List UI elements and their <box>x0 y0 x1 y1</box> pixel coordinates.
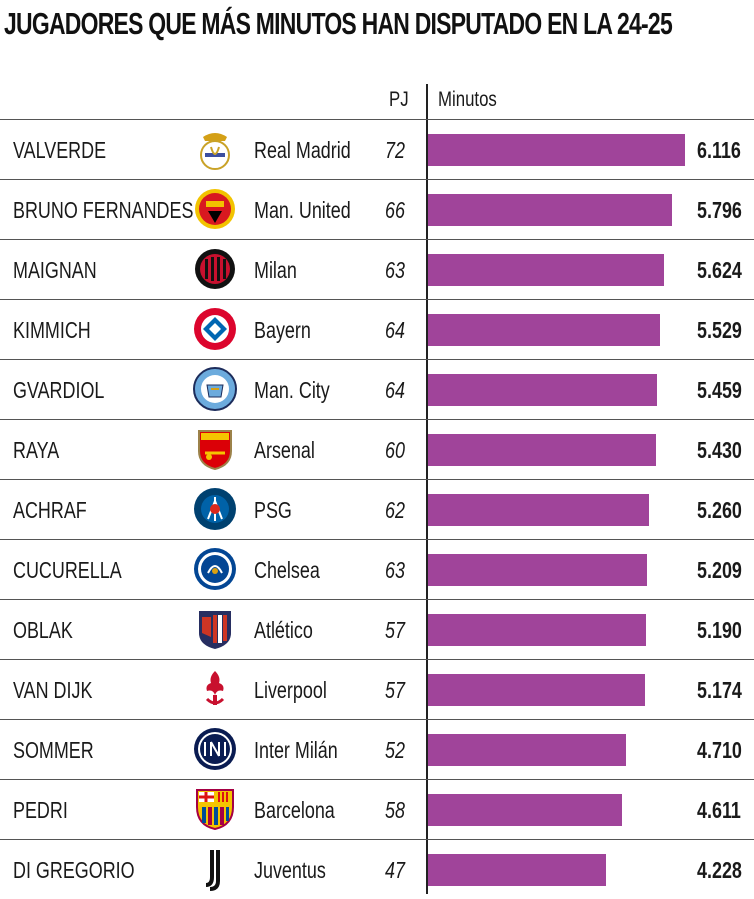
arsenal-crest-icon <box>192 426 238 472</box>
table-row: ACHRAF PSG 62 5.260 <box>0 479 754 539</box>
minutes-bar <box>428 734 626 766</box>
liverpool-crest-icon <box>192 666 238 712</box>
minutes-value-label: 5.796 <box>697 197 742 223</box>
atletico-crest-icon <box>192 606 238 652</box>
minutes-value-label: 5.430 <box>697 437 742 463</box>
games-played: 52 <box>385 737 405 763</box>
barcelona-crest-icon <box>192 786 238 832</box>
player-name: PEDRI <box>13 797 68 823</box>
club-name: Barcelona <box>254 797 335 823</box>
table-row: DI GREGORIO Juventus 47 4.228 <box>0 839 754 899</box>
player-name: KIMMICH <box>13 317 91 343</box>
table-row: VAN DIJK Liverpool 57 5.174 <box>0 659 754 719</box>
table-row: CUCURELLA Chelsea 63 5.209 <box>0 539 754 599</box>
column-header-pj: PJ <box>389 88 409 111</box>
player-name: OBLAK <box>13 617 73 643</box>
minutes-value-label: 5.190 <box>697 617 742 643</box>
minutes-value-label: 5.174 <box>697 677 742 703</box>
games-played: 47 <box>385 857 405 883</box>
table-row: OBLAK Atlético 57 5.190 <box>0 599 754 659</box>
chelsea-crest-icon <box>192 546 238 592</box>
minutes-value-label: 4.611 <box>697 797 741 823</box>
minutes-bar <box>428 434 656 466</box>
player-name: ACHRAF <box>13 497 87 523</box>
table-row: RAYA Arsenal 60 5.430 <box>0 419 754 479</box>
table-row: GVARDIOL Man. City 64 5.459 <box>0 359 754 419</box>
club-name: Atlético <box>254 617 313 643</box>
player-name: BRUNO FERNANDES <box>13 197 194 223</box>
minutes-bar <box>428 554 647 586</box>
player-name: GVARDIOL <box>13 377 105 403</box>
minutes-bar <box>428 314 660 346</box>
player-name: VAN DIJK <box>13 677 93 703</box>
minutes-value-label: 6.116 <box>697 137 741 163</box>
games-played: 64 <box>385 317 405 343</box>
minutes-bar <box>428 854 606 886</box>
minutes-bar <box>428 374 657 406</box>
player-name: RAYA <box>13 437 60 463</box>
table-row: SOMMER Inter Milán 52 4.710 <box>0 719 754 779</box>
player-name: CUCURELLA <box>13 557 122 583</box>
inter-crest-icon <box>192 726 238 772</box>
minutes-bar <box>428 494 649 526</box>
games-played: 57 <box>385 677 405 703</box>
minutes-bar <box>428 674 645 706</box>
club-name: Man. United <box>254 197 351 223</box>
games-played: 63 <box>385 257 405 283</box>
minutes-bar <box>428 134 685 166</box>
club-name: PSG <box>254 497 292 523</box>
minutes-value-label: 5.529 <box>697 317 742 343</box>
club-name: Bayern <box>254 317 311 343</box>
table-row: MAIGNAN Milan 63 5.624 <box>0 239 754 299</box>
club-name: Arsenal <box>254 437 315 463</box>
minutes-value-label: 5.624 <box>697 257 742 283</box>
minutes-bar <box>428 254 664 286</box>
minutes-bar <box>428 794 622 826</box>
page-title: JUGADORES QUE MÁS MINUTOS HAN DISPUTADO … <box>4 6 673 41</box>
club-name: Chelsea <box>254 557 320 583</box>
man-united-crest-icon <box>192 186 238 232</box>
games-played: 72 <box>385 137 405 163</box>
club-name: Milan <box>254 257 297 283</box>
club-name: Liverpool <box>254 677 327 703</box>
axis-divider <box>426 84 428 894</box>
player-name: SOMMER <box>13 737 94 763</box>
table-row: VALVERDE Real Madrid 72 6.116 <box>0 119 754 179</box>
games-played: 60 <box>385 437 405 463</box>
psg-crest-icon <box>192 486 238 532</box>
club-name: Real Madrid <box>254 137 351 163</box>
player-table: VALVERDE Real Madrid 72 6.116 BRUNO FERNANDE… <box>0 119 754 899</box>
table-row: KIMMICH Bayern 64 5.529 <box>0 299 754 359</box>
player-name: VALVERDE <box>13 137 107 163</box>
juventus-crest-icon <box>192 846 238 892</box>
games-played: 62 <box>385 497 405 523</box>
player-name: MAIGNAN <box>13 257 97 283</box>
club-name: Man. City <box>254 377 330 403</box>
player-name: DI GREGORIO <box>13 857 135 883</box>
real-madrid-crest-icon <box>192 126 238 172</box>
minutes-bar <box>428 194 672 226</box>
games-played: 66 <box>385 197 405 223</box>
games-played: 58 <box>385 797 405 823</box>
games-played: 57 <box>385 617 405 643</box>
table-row: BRUNO FERNANDES Man. United 66 5.796 <box>0 179 754 239</box>
minutes-value-label: 5.459 <box>697 377 742 403</box>
minutes-value-label: 4.710 <box>697 737 742 763</box>
column-header-minutes: Minutos <box>438 88 497 111</box>
table-row: PEDRI Barcelona 58 4.611 <box>0 779 754 839</box>
minutes-bar <box>428 614 646 646</box>
man-city-crest-icon <box>192 366 238 412</box>
milan-crest-icon <box>192 246 238 292</box>
minutes-value-label: 5.260 <box>697 497 742 523</box>
club-name: Inter Milán <box>254 737 338 763</box>
minutes-value-label: 4.228 <box>697 857 742 883</box>
minutes-value-label: 5.209 <box>697 557 742 583</box>
games-played: 64 <box>385 377 405 403</box>
club-name: Juventus <box>254 857 326 883</box>
bayern-crest-icon <box>192 306 238 352</box>
games-played: 63 <box>385 557 405 583</box>
